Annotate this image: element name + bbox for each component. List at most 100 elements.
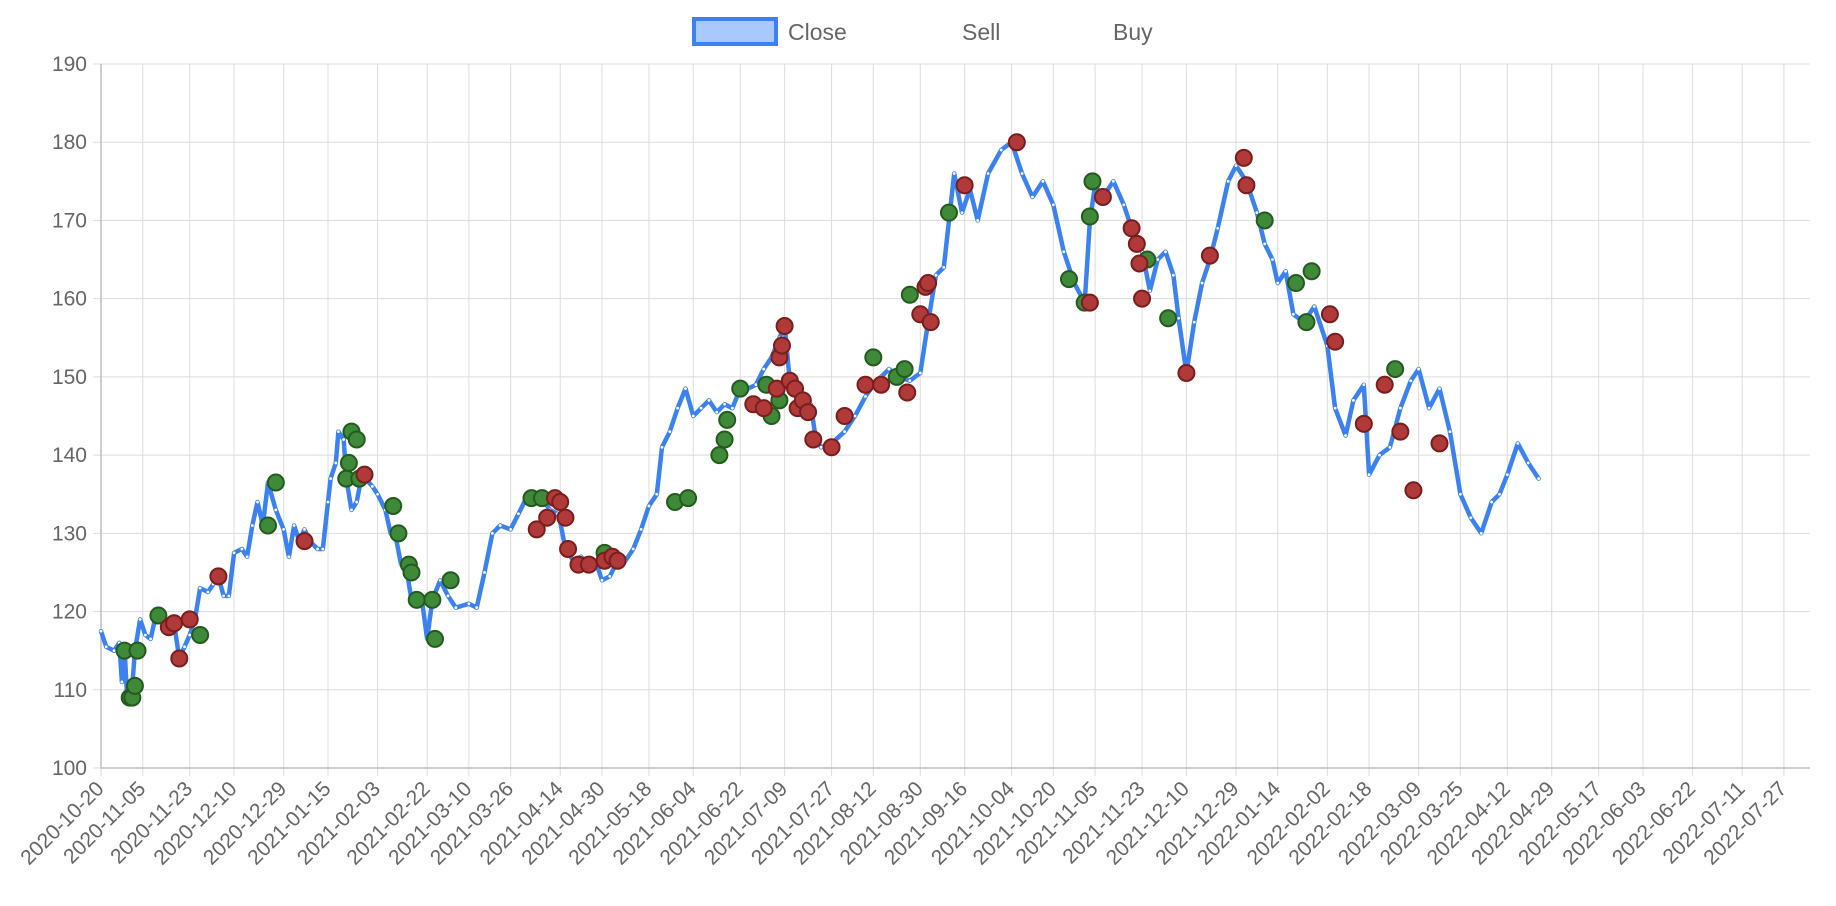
close-point — [112, 649, 116, 653]
buy-marker — [441, 571, 460, 590]
close-point — [715, 410, 719, 414]
close-point — [342, 438, 346, 441]
y-tick-label: 150 — [52, 366, 87, 389]
close-point — [762, 367, 766, 371]
close-point — [1192, 320, 1196, 324]
close-point — [647, 504, 651, 508]
close-point — [292, 524, 296, 527]
sell-marker — [180, 610, 199, 629]
buy-marker — [191, 626, 210, 645]
buy-marker — [1159, 309, 1178, 328]
series-sell — [159, 133, 1449, 668]
close-point — [227, 594, 231, 598]
y-tick-label: 100 — [52, 757, 87, 780]
close-point — [287, 555, 291, 559]
close-point — [1367, 473, 1371, 477]
close-point — [1438, 387, 1441, 391]
x-axis: 2020-10-202020-11-052020-11-232020-12-10… — [16, 767, 1810, 869]
sell-marker — [1320, 305, 1339, 324]
sell-marker — [1234, 148, 1253, 167]
buy-marker — [384, 496, 403, 515]
buy-marker — [149, 606, 168, 625]
buy-marker — [389, 524, 408, 543]
y-tick-label: 180 — [52, 131, 87, 154]
legend-item-sell[interactable]: Sell — [962, 19, 1000, 45]
y-tick-label: 110 — [54, 679, 87, 702]
sell-marker — [822, 438, 841, 457]
close-point — [316, 547, 319, 551]
close-point — [676, 406, 680, 410]
sell-marker — [856, 375, 875, 394]
buy-marker — [731, 379, 750, 398]
close-point — [1498, 492, 1501, 496]
buy-marker — [1080, 207, 1099, 226]
close-point — [684, 387, 687, 391]
close-point — [467, 602, 471, 606]
sell-marker — [1237, 176, 1256, 195]
close-point — [843, 430, 847, 434]
close-point — [1284, 269, 1287, 273]
close-point — [1271, 258, 1274, 261]
close-point — [952, 172, 956, 175]
sell-marker — [608, 551, 627, 570]
buy-marker — [339, 453, 358, 472]
close-point — [337, 430, 340, 434]
close-point — [198, 586, 202, 590]
close-point — [303, 528, 306, 531]
buy-marker — [715, 430, 734, 449]
close-point — [918, 371, 922, 375]
buy-marker — [1255, 211, 1274, 230]
close-point — [454, 606, 458, 610]
sell-marker — [1326, 332, 1345, 351]
sell-marker — [1375, 375, 1394, 394]
chart-legend[interactable]: Close Sell Buy — [692, 17, 1153, 46]
close-point — [120, 680, 124, 684]
close-point — [376, 492, 379, 496]
sell-marker — [551, 493, 570, 512]
close-point — [660, 445, 664, 449]
legend-item-buy[interactable]: Buy — [1113, 19, 1153, 45]
close-point — [1333, 406, 1337, 410]
sell-marker — [538, 508, 557, 527]
close-point — [104, 645, 108, 649]
y-tick-label: 140 — [52, 444, 87, 467]
close-point — [99, 629, 103, 633]
legend-item-close[interactable]: Close — [692, 17, 847, 46]
close-point — [509, 528, 513, 531]
buy-marker — [425, 629, 444, 648]
close-point — [143, 633, 147, 637]
buy-marker — [407, 590, 426, 609]
buy-marker — [266, 473, 285, 492]
sell-marker — [556, 508, 575, 527]
buy-marker — [1059, 270, 1078, 289]
sell-marker — [355, 465, 374, 484]
sell-marker — [559, 539, 578, 558]
close-point — [1505, 473, 1509, 477]
close-point — [1020, 172, 1024, 175]
close-point — [707, 398, 711, 402]
close-point — [1164, 250, 1167, 254]
sell-marker — [772, 336, 791, 355]
y-tick-label: 120 — [52, 601, 87, 624]
sell-marker — [804, 430, 823, 449]
legend-label-close: Close — [788, 19, 847, 45]
sell-marker — [754, 399, 773, 418]
close-point — [282, 528, 286, 531]
sell-marker — [165, 614, 184, 633]
buy-marker — [864, 348, 883, 367]
close-point — [1388, 445, 1392, 449]
close-line — [98, 139, 1541, 700]
close-point — [986, 172, 990, 175]
close-point — [934, 273, 938, 277]
sell-marker — [921, 313, 940, 332]
sell-marker — [527, 520, 546, 539]
sell-marker — [1080, 293, 1099, 312]
close-point — [608, 574, 612, 578]
series-close — [98, 139, 1541, 700]
close-point — [1276, 281, 1280, 285]
legend-label-buy: Buy — [1113, 19, 1153, 45]
close-point — [274, 508, 278, 512]
close-point — [232, 551, 236, 555]
close-point — [723, 402, 726, 406]
